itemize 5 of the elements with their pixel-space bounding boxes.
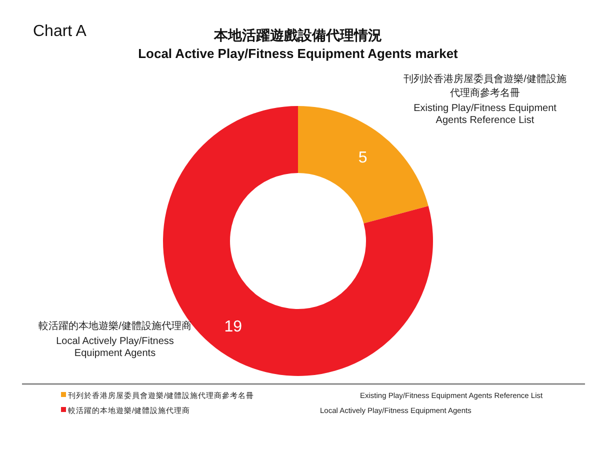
chart-title: 本地活躍遊戲設備代理情況 [213, 27, 382, 43]
text: Chart A [33, 23, 87, 40]
chart-subtitle: Local Active Play/Fitness Equipment Agents market [138, 46, 459, 61]
data-label: 5 [358, 150, 368, 167]
data-label: 19 [224, 318, 242, 336]
